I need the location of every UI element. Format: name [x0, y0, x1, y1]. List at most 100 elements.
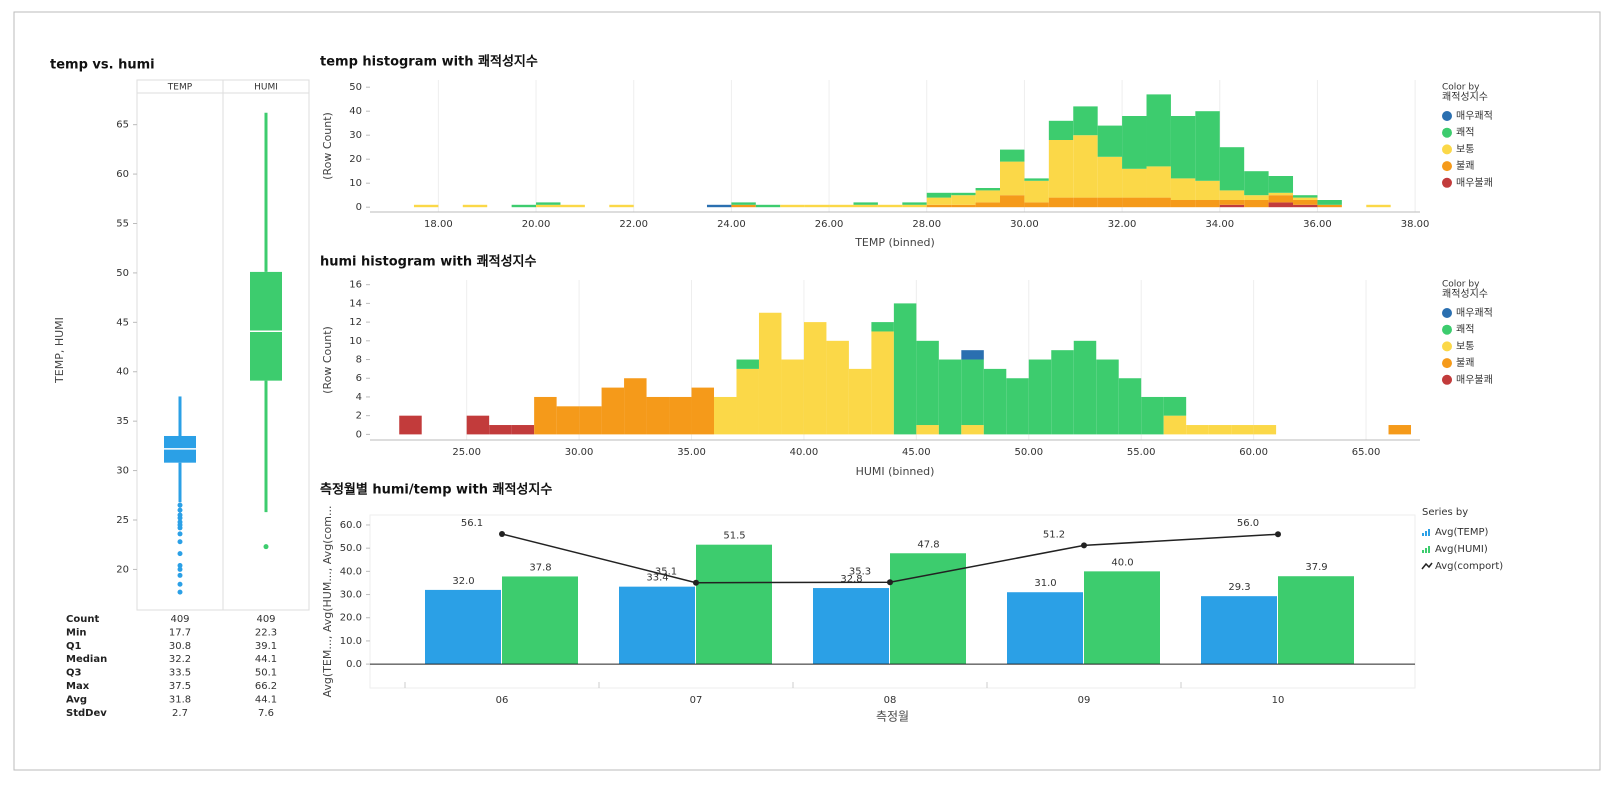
line-value-label: 51.2 — [1043, 529, 1065, 540]
y-tick-label: 60.0 — [340, 520, 362, 531]
histogram-bar — [1268, 195, 1294, 203]
histogram-bar — [413, 204, 439, 208]
histogram-bar — [1388, 425, 1412, 435]
column-header: HUMI — [254, 83, 278, 93]
x-tick-label: 06 — [496, 695, 509, 706]
histogram-bar — [1122, 116, 1147, 169]
legend-field: 쾌적성지수 — [1442, 288, 1488, 300]
legend-label: 쾌적 — [1456, 127, 1474, 139]
legend-label: 보통 — [1456, 340, 1474, 352]
chart-title: temp histogram with 쾌적성지수 — [320, 54, 538, 70]
histogram-bar — [1208, 425, 1232, 435]
y-tick-label: 8 — [356, 355, 362, 366]
y-tick-label: 65 — [116, 120, 129, 131]
histogram-bar — [871, 322, 894, 332]
histogram-bar — [1096, 359, 1119, 435]
column-header: TEMP — [167, 83, 193, 93]
legend-swatch — [1425, 531, 1427, 536]
histogram-bar — [829, 204, 854, 208]
y-tick-label: 0 — [356, 202, 362, 213]
outlier — [177, 581, 183, 587]
histogram-bar — [1170, 178, 1196, 200]
histogram-bar — [1000, 195, 1025, 208]
histogram-bar — [1073, 135, 1098, 198]
histogram-bar — [1097, 197, 1123, 208]
legend-field: 쾌적성지수 — [1442, 91, 1488, 103]
x-tick-label: 22.00 — [619, 219, 648, 230]
legend-swatch — [1442, 374, 1452, 385]
x-tick-label: 09 — [1078, 695, 1091, 706]
outlier — [177, 507, 183, 513]
histogram-bar — [1000, 161, 1025, 196]
line-point — [887, 579, 893, 586]
histogram-bar — [731, 204, 756, 208]
legend-title: Color by — [1442, 280, 1480, 290]
legend-label: Avg(TEMP) — [1435, 527, 1489, 538]
histogram-bar — [975, 202, 1000, 208]
line-point — [693, 579, 699, 586]
histogram-bar — [893, 303, 917, 435]
line-value-label: 56.0 — [1237, 518, 1259, 529]
histogram-bar — [902, 204, 927, 208]
y-tick-label: 35 — [116, 416, 129, 427]
y-tick-label: 30 — [116, 466, 129, 477]
y-tick-label: 30 — [349, 130, 362, 141]
line-value-label: 56.1 — [461, 518, 483, 529]
outlier — [177, 502, 183, 508]
legend-label: 불쾌 — [1456, 160, 1474, 172]
histogram-bar — [1146, 197, 1171, 208]
legend-swatch — [1425, 548, 1427, 553]
line-point — [1081, 542, 1087, 549]
histogram-bar — [511, 425, 535, 435]
histogram-bar — [1293, 204, 1318, 208]
line-point — [1275, 531, 1281, 538]
x-tick-label: 40.00 — [790, 447, 819, 458]
x-tick-label: 18.00 — [424, 219, 453, 230]
histogram-bar — [706, 204, 732, 208]
stat-value: 31.8 — [169, 694, 191, 705]
stat-label: StdDev — [66, 708, 107, 719]
stat-label: Min — [66, 627, 87, 638]
y-axis-title: Avg(TEM..., Avg(HUM..., Avg(com... — [321, 506, 334, 698]
legend-label: Avg(HUMI) — [1435, 544, 1488, 555]
bar — [1084, 571, 1160, 665]
legend-label: 매우쾌적 — [1456, 307, 1493, 319]
histogram-bar — [624, 378, 647, 435]
y-tick-label: 10 — [349, 336, 362, 347]
histogram-bar — [975, 188, 1000, 191]
histogram-bar — [1122, 197, 1147, 208]
histogram-bar — [1163, 415, 1187, 435]
x-tick-label: 35.00 — [677, 447, 706, 458]
stat-value: 33.5 — [169, 668, 191, 679]
histogram-bar — [877, 204, 903, 208]
histogram-bar — [938, 359, 962, 435]
histogram-bar — [1244, 200, 1269, 208]
histogram-bar — [511, 204, 537, 208]
y-tick-label: 10.0 — [340, 636, 362, 647]
stat-value: 30.8 — [169, 641, 191, 652]
stat-value: 32.2 — [169, 654, 191, 665]
y-tick-label: 40.0 — [340, 566, 362, 577]
histogram-bar — [926, 197, 952, 205]
legend-swatch — [1442, 127, 1452, 138]
legend-swatch — [1422, 533, 1424, 536]
legend-swatch — [1442, 161, 1452, 172]
chart-title: humi histogram with 쾌적성지수 — [320, 254, 536, 270]
histogram-bar — [1048, 120, 1074, 140]
stat-value: 409 — [256, 614, 275, 625]
histogram-bar — [579, 406, 602, 435]
bar-value-label: 47.8 — [917, 539, 939, 550]
histogram-bar — [1317, 204, 1342, 208]
outlier — [177, 562, 183, 568]
bar-value-label: 31.0 — [1034, 578, 1056, 589]
y-tick-label: 20.0 — [340, 613, 362, 624]
histogram-bar — [983, 368, 1007, 435]
histogram-bar — [926, 192, 952, 198]
bar — [1278, 576, 1354, 665]
histogram-bar — [1048, 197, 1074, 208]
histogram-bar — [691, 387, 715, 435]
histogram-bar — [1028, 359, 1052, 435]
histogram-bar — [961, 350, 984, 360]
chart-title: 측정월별 humi/temp with 쾌적성지수 — [320, 482, 552, 498]
histogram-bar — [536, 202, 561, 205]
